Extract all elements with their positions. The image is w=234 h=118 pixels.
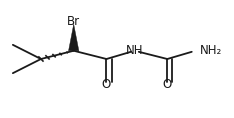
Text: O: O xyxy=(163,78,172,91)
Text: O: O xyxy=(102,78,111,91)
Text: NH: NH xyxy=(126,44,143,57)
Polygon shape xyxy=(69,24,79,51)
Text: NH₂: NH₂ xyxy=(200,44,222,57)
Text: Br: Br xyxy=(67,15,80,28)
